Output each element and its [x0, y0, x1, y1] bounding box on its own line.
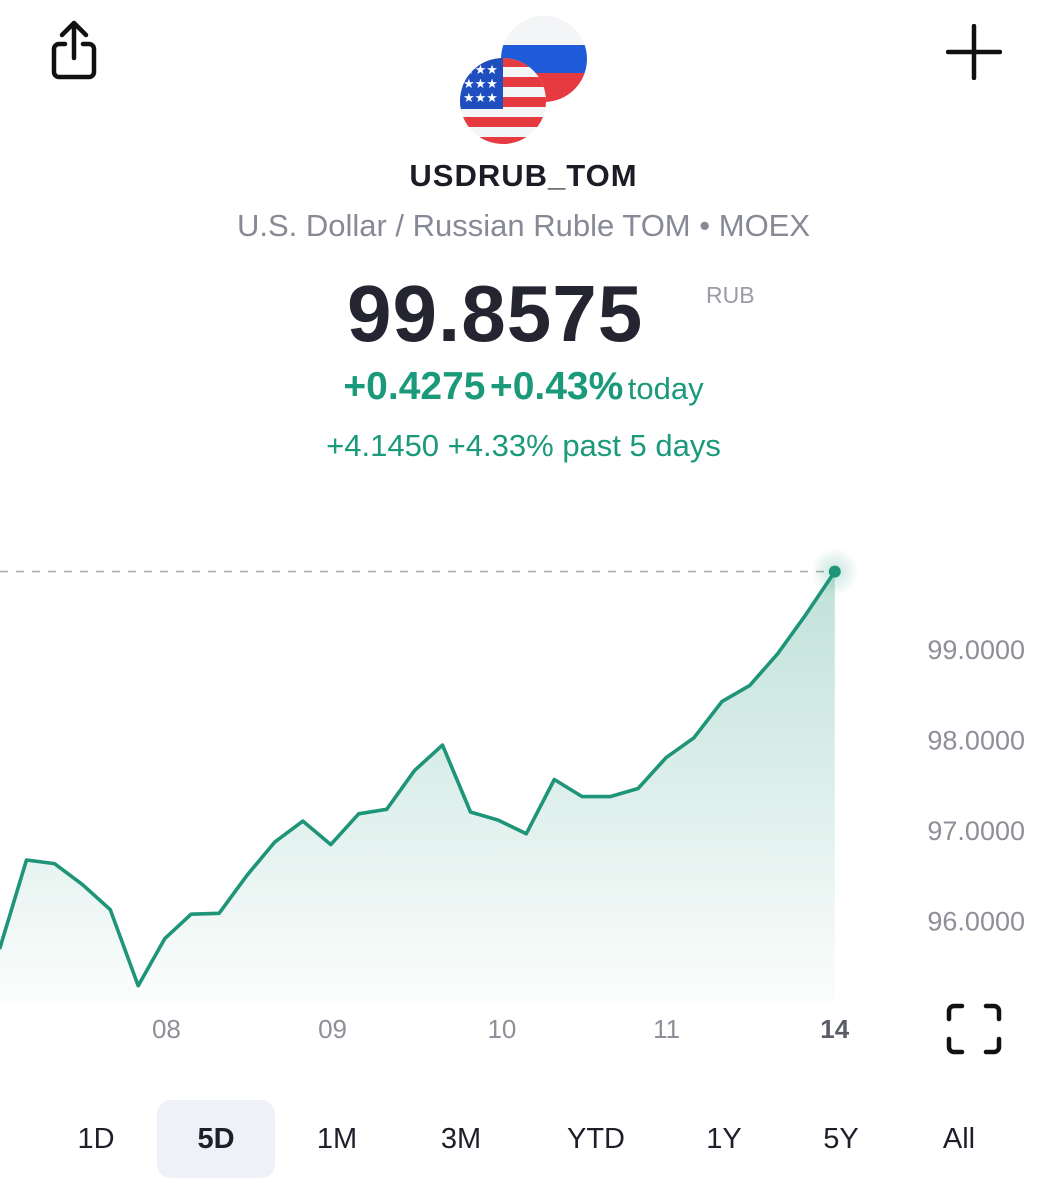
instrument-full-name: U.S. Dollar / Russian Ruble TOM • MOEX [0, 208, 1047, 244]
period-all[interactable]: All [942, 1123, 976, 1155]
change-today-percent: +0.43% [489, 365, 624, 408]
y-axis-tick-label: 99.0000 [927, 635, 1025, 665]
period-ytd[interactable]: YTD [567, 1123, 625, 1155]
change-today-label: today [627, 371, 704, 406]
change-today: +0.4275 +0.43% today [0, 365, 1047, 409]
change-period-label: past 5 days [562, 428, 721, 463]
exchange-name: MOEX [718, 208, 811, 243]
share-button[interactable] [44, 16, 104, 84]
svg-text:★★★: ★★★ [463, 63, 498, 78]
ticker-symbol: USDRUB_TOM [409, 158, 638, 193]
instrument-name: U.S. Dollar / Russian Ruble TOM [236, 208, 691, 243]
svg-text:★★★: ★★★ [463, 77, 498, 92]
y-axis-tick-label: 96.0000 [927, 907, 1025, 937]
x-axis-tick-label: 14 [820, 1014, 849, 1044]
fullscreen-button[interactable] [940, 997, 1008, 1061]
period-3m[interactable]: 3M [440, 1123, 482, 1155]
price-currency: RUB [706, 282, 755, 308]
x-axis-tick-label: 11 [653, 1014, 680, 1044]
period-5y[interactable]: 5Y [823, 1123, 859, 1155]
plus-icon [946, 24, 1002, 80]
currency-pair-flags: ★★★ ★★★ ★★★ [460, 16, 587, 144]
period-selector: 1D 5D 1M 3M YTD 1Y 5Y All [0, 1100, 1047, 1178]
y-axis-tick-label: 97.0000 [927, 816, 1025, 846]
price-chart[interactable]: 99.0000 98.0000 97.0000 96.0000 08 09 10 11 14 [0, 480, 1047, 1060]
x-axis-tick-label: 08 [152, 1014, 181, 1044]
x-axis-tick-label: 09 [318, 1014, 347, 1044]
last-price-point [828, 565, 841, 578]
change-today-value: +0.4275 [343, 365, 486, 408]
price-row: 99.8575 RUB [0, 268, 1047, 358]
period-1y[interactable]: 1Y [706, 1123, 742, 1155]
period-5d[interactable]: 5D [157, 1100, 275, 1178]
change-period-value: +4.1450 [326, 428, 440, 463]
separator-dot: • [699, 208, 711, 243]
fullscreen-icon [946, 1003, 1002, 1055]
x-axis-tick-label: 10 [487, 1014, 516, 1044]
add-to-watchlist-button[interactable] [942, 20, 1006, 84]
price-area-fill [0, 571, 835, 1002]
period-1d[interactable]: 1D [77, 1123, 115, 1155]
share-icon [51, 20, 97, 80]
price-series-line [0, 569, 837, 988]
svg-text:★★★: ★★★ [463, 91, 498, 106]
period-1m[interactable]: 1M [316, 1123, 358, 1155]
change-period-percent: +4.33% [447, 428, 554, 463]
current-price: 99.8575 [347, 269, 644, 358]
y-axis-tick-label: 98.0000 [927, 726, 1025, 756]
change-period: +4.1450 +4.33% past 5 days [0, 428, 1047, 464]
